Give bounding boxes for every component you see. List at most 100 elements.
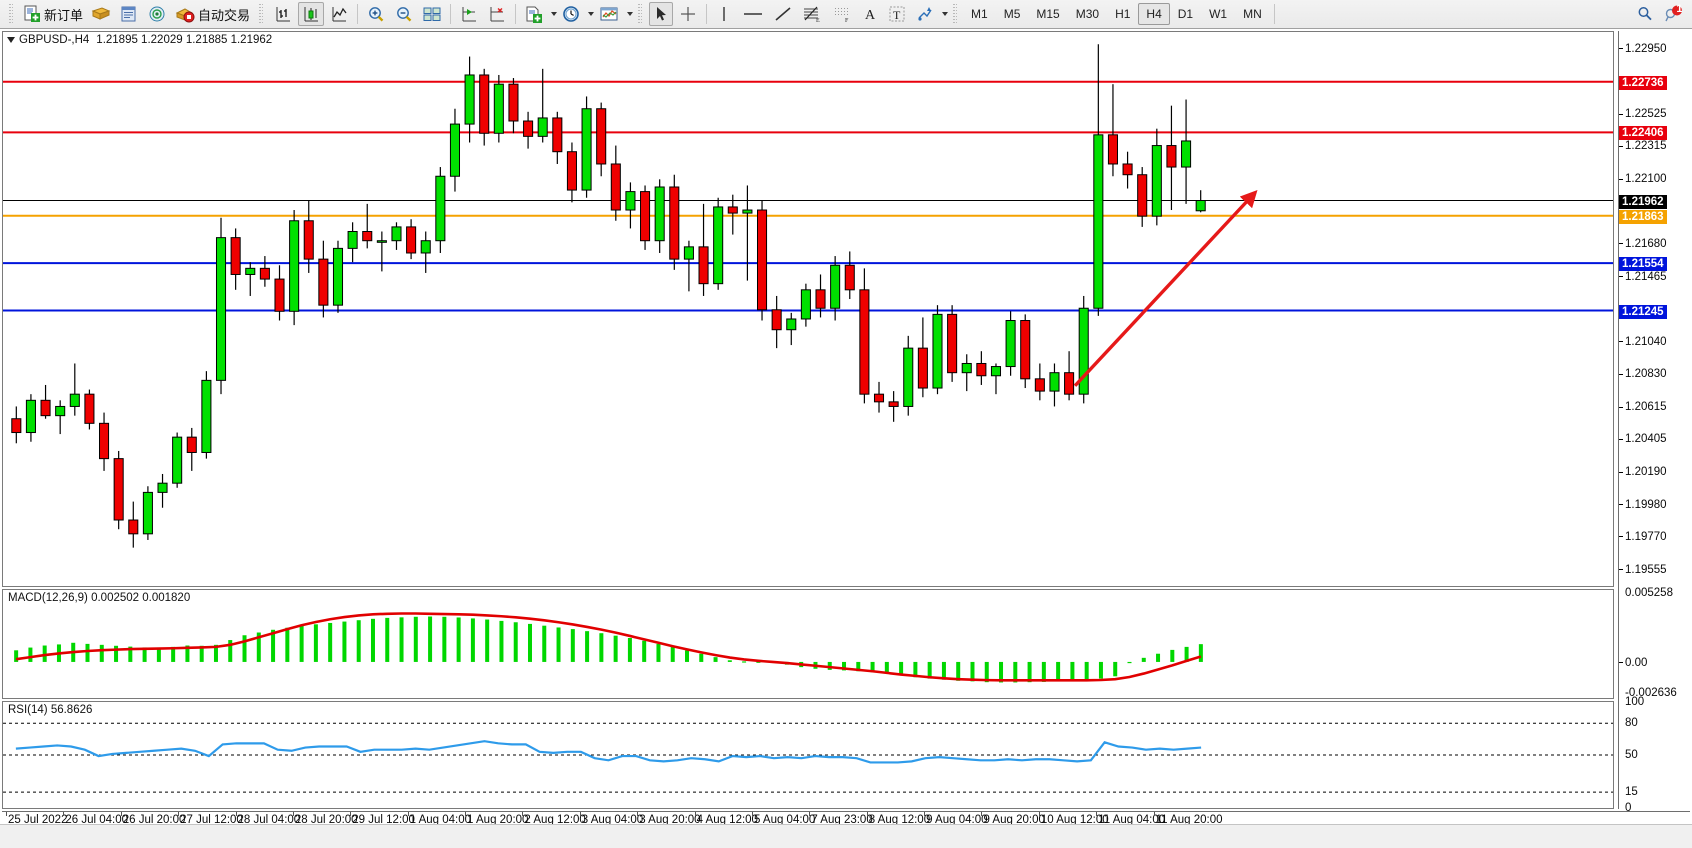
macd-plot-layer (14, 612, 1203, 683)
rsi-tick: 50 (1625, 749, 1638, 761)
timeframe-h4[interactable]: H4 (1138, 3, 1170, 25)
price-tick: 1.21040 (1619, 336, 1667, 348)
candlestick-chart-button[interactable] (298, 2, 325, 26)
timeframe-h1[interactable]: H1 (1115, 7, 1131, 21)
line-chart-button[interactable] (326, 2, 352, 26)
time-tick (1096, 812, 1098, 816)
price-tick: 1.22525 (1619, 108, 1667, 120)
time-label: 3 Aug 20:00 (639, 814, 701, 826)
navigator-button[interactable] (144, 2, 170, 26)
text-label-button[interactable]: T (884, 2, 910, 26)
time-tick (350, 812, 352, 816)
time-label: 26 Jul 20:00 (122, 814, 186, 826)
toolbar-grip-4[interactable] (952, 4, 960, 24)
time-tick (1038, 812, 1040, 816)
drawings-layer[interactable] (3, 32, 1613, 586)
time-label: 5 Aug 04:00 (753, 814, 816, 826)
macd-pane[interactable]: MACD(12,26,9) 0.002502 0.001820 (2, 589, 1614, 699)
time-label: 28 Jul 20:00 (294, 814, 358, 826)
price-tick: 1.21680 (1619, 238, 1667, 250)
vertical-line-button[interactable] (712, 2, 736, 26)
auto-scroll-button[interactable] (484, 2, 510, 26)
triangle-down-icon[interactable] (7, 37, 15, 43)
resistance-level-tag-2[interactable]: 1.22406 (1619, 126, 1667, 141)
toolbar-separator-1 (357, 4, 359, 24)
status-bar (0, 824, 1692, 848)
periodicity-dropdown-caret[interactable] (588, 12, 595, 16)
templates-dropdown-caret[interactable] (551, 12, 558, 16)
time-label: 25 Jul 2022 (8, 814, 68, 826)
time-label: 9 Aug 04:00 (926, 814, 988, 826)
orange-level-tag[interactable]: 1.21863 (1619, 209, 1667, 224)
support-level-tag-2[interactable]: 1.21245 (1619, 304, 1667, 319)
objects-dropdown-caret[interactable] (942, 12, 949, 16)
time-label: 7 Aug 23:00 (811, 814, 873, 826)
autotrading-button[interactable]: 自动交易 (172, 2, 253, 26)
rsi-plot-layer (3, 722, 1613, 793)
time-tick (751, 812, 753, 816)
search-icon[interactable] (1633, 2, 1657, 26)
time-tick (235, 812, 237, 816)
timeframe-w1[interactable]: W1 (1209, 7, 1228, 21)
support-level-tag-1[interactable]: 1.21554 (1619, 257, 1667, 272)
timeframe-m5[interactable]: M5 (1003, 7, 1021, 21)
rsi-pane[interactable]: RSI(14) 56.8626 (2, 701, 1614, 809)
rsi-tick: 100 (1625, 696, 1645, 708)
timeframe-m30[interactable]: M30 (1075, 7, 1100, 21)
toolbar-grip-3[interactable] (637, 4, 645, 24)
time-tick (407, 812, 409, 816)
time-label: 2 Aug 12:00 (524, 814, 586, 826)
indicators-dropdown-caret[interactable] (627, 12, 634, 16)
data-window-button[interactable] (116, 2, 142, 26)
time-tick (522, 812, 524, 816)
time-tick (809, 812, 811, 816)
price-tick: 1.22100 (1619, 173, 1667, 185)
price-pane[interactable]: GBPUSD-,H4 1.21895 1.22029 1.21885 1.219… (2, 31, 1614, 587)
timeframe-m1[interactable]: M1 (971, 7, 988, 21)
cursor-button[interactable] (649, 2, 674, 26)
chart-symbol-label: GBPUSD-,H4 (19, 34, 90, 46)
time-label: 4 Aug 12:00 (696, 814, 758, 826)
new-order-button[interactable]: 新订单 (20, 2, 86, 26)
timeframe-mn[interactable]: MN (1243, 7, 1262, 21)
indicators-button[interactable] (595, 2, 623, 26)
trendline-button[interactable] (770, 2, 796, 26)
objects-button[interactable] (912, 2, 938, 26)
time-tick (981, 812, 983, 816)
time-axis[interactable]: 25 Jul 2022 26 Jul 04:00 26 Jul 20:00 27 Ju… (2, 811, 1690, 827)
market-watch-button[interactable] (88, 2, 114, 26)
price-tick: 1.19555 (1619, 564, 1667, 576)
price-tick: 1.21465 (1619, 271, 1667, 283)
horizontal-line-button[interactable] (738, 2, 768, 26)
last-price-tag[interactable]: 1.21962 (1619, 194, 1667, 209)
toolbar-grip-1[interactable] (8, 4, 15, 24)
price-tick: 1.19770 (1619, 531, 1667, 543)
channel-button[interactable]: F (828, 2, 856, 26)
price-tick: 1.20405 (1619, 433, 1667, 445)
resistance-level-tag-1[interactable]: 1.22736 (1619, 75, 1667, 90)
toolbar-grip-2[interactable] (258, 4, 266, 24)
tile-windows-button[interactable] (419, 2, 445, 26)
text-button[interactable]: A (858, 2, 882, 26)
price-axis[interactable]: 1.22950 1.22525 1.22315 1.22100 1.21680 1.214… (1618, 31, 1690, 814)
time-label: 28 Jul 04:00 (237, 814, 301, 826)
price-candles-layer (3, 44, 1613, 548)
time-label: 26 Jul 04:00 (65, 814, 129, 826)
chart-shift-button[interactable] (456, 2, 482, 26)
timeframe-d1[interactable]: D1 (1177, 7, 1194, 21)
bar-chart-button[interactable] (270, 2, 296, 26)
timeframe-m15[interactable]: M15 (1036, 7, 1060, 21)
macd-tick: -0.002636 (1625, 687, 1677, 699)
zoom-in-button[interactable] (363, 2, 389, 26)
zoom-out-button[interactable] (391, 2, 417, 26)
periodicity-button[interactable] (558, 2, 584, 26)
templates-button[interactable] (521, 2, 547, 26)
fibonacci-button[interactable]: E (798, 2, 826, 26)
rsi-tick: 0 (1625, 802, 1632, 814)
chart-area[interactable]: GBPUSD-,H4 1.21895 1.22029 1.21885 1.219… (0, 29, 1692, 827)
crosshair-button[interactable] (675, 2, 701, 26)
macd-tick: 0.005258 (1625, 587, 1673, 599)
time-label: 11 Aug 04:00 (1098, 814, 1166, 826)
notification-icon[interactable]: 1 (1660, 2, 1686, 26)
autotrading-label: 自动交易 (198, 7, 251, 23)
